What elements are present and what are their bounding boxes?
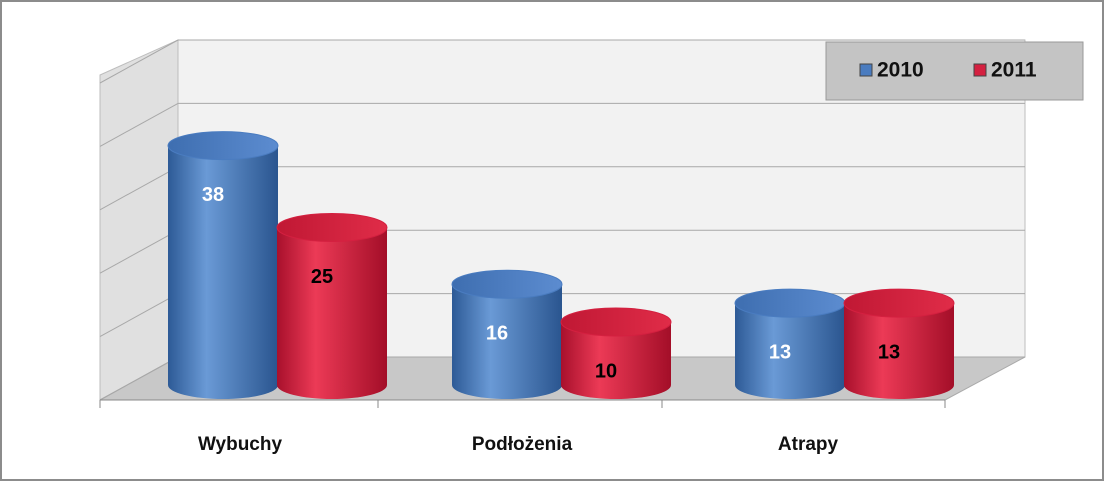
cylinder-body (561, 322, 671, 399)
cylinder: 13 (843, 288, 955, 399)
legend-swatch (973, 63, 987, 77)
cylinder: 38 (167, 131, 279, 399)
data-label: 38 (202, 184, 224, 206)
cylinder-top (843, 288, 955, 318)
cylinder: 25 (276, 213, 388, 399)
legend-label: 2011 (991, 59, 1037, 82)
cylinder-top (167, 131, 279, 161)
cylinder-top (451, 269, 563, 299)
grid-line (99, 166, 179, 211)
cylinder-body (277, 227, 387, 399)
cylinder-body (844, 303, 954, 399)
x-tick-label: Podłożenia (472, 434, 573, 455)
x-tick-label: Atrapy (778, 434, 839, 455)
cylinder-top (276, 213, 388, 242)
cylinder-body (735, 303, 845, 399)
legend-label: 2010 (877, 59, 924, 82)
cylinder: 16 (451, 269, 563, 399)
grid-line (99, 356, 179, 401)
data-label: 10 (595, 360, 617, 382)
cylinder-top (560, 307, 672, 337)
grid-line (99, 229, 179, 274)
cylinder-body (168, 145, 278, 399)
grid-line (99, 39, 179, 84)
side-wall (99, 39, 179, 401)
data-label: 13 (769, 341, 791, 363)
legend-swatch (859, 63, 873, 77)
grid-line (99, 293, 179, 338)
grid-line (99, 102, 179, 147)
data-label: 16 (486, 322, 508, 344)
data-label: 13 (878, 341, 900, 363)
cylinder-body (452, 284, 562, 399)
x-tick-label: Wybuchy (198, 434, 283, 455)
cylinder: 13 (734, 288, 846, 399)
cylinder: 10 (560, 307, 672, 399)
data-label: 25 (311, 266, 333, 288)
cylinder-top (734, 288, 846, 318)
